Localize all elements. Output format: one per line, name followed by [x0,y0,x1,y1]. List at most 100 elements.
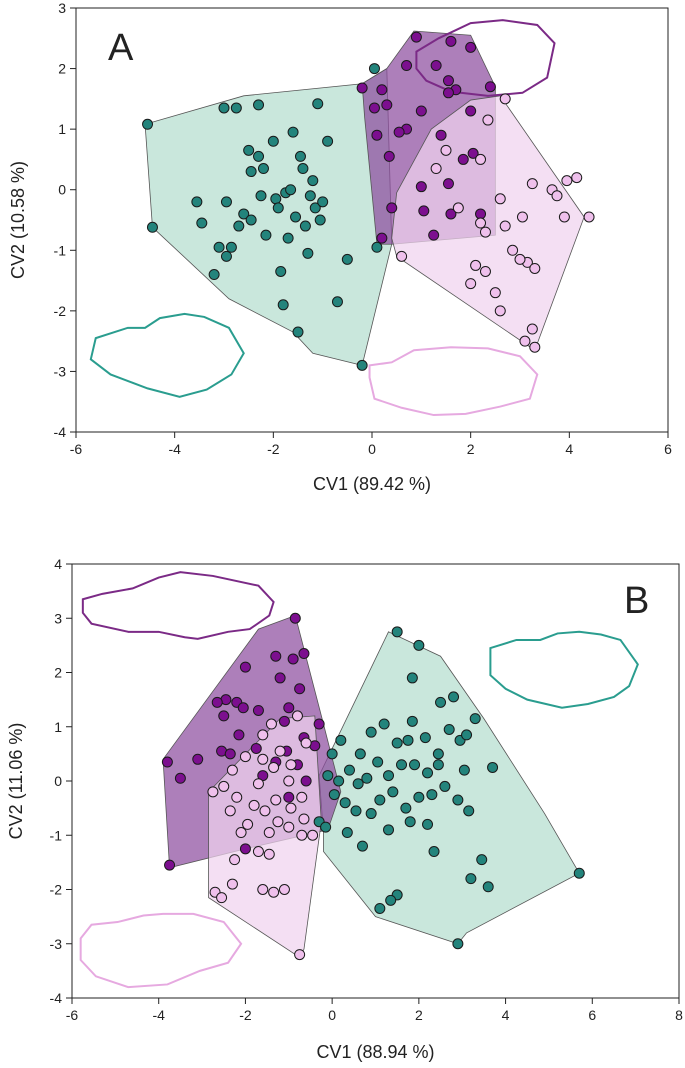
panel-b-y-ticks: -4 -3 -2 -1 0 1 2 3 4 [50,556,72,1006]
panel-b-point-teal [391,737,403,749]
panel-b-point-pink [257,884,269,895]
panel-a-point-teal [191,196,203,208]
panel-b-point-purple [224,748,236,760]
panel-b-point-teal [422,818,434,830]
panel-b-point-pink [257,729,269,741]
panel-a-point-purple [465,41,477,53]
panel-a-point-purple [442,87,454,99]
panel-b-point-purple [294,683,306,695]
panel-b-point-teal [350,805,362,817]
panel-b-point-teal [452,794,464,806]
panel-b-point-teal [443,723,455,735]
panel-b-point-purple [192,753,204,765]
panel-a-point-pink [499,220,511,232]
panel-a-y-tick-label: -1 [54,242,67,258]
panel-a-point-pink [571,172,583,184]
panel-a-hull-teal [144,67,393,366]
panel-b-point-teal [335,734,347,746]
panel-b-point-teal [452,938,464,950]
panel-a-point-teal [270,193,282,205]
panel-b-y-tick-label: 0 [54,773,62,789]
panel-a-point-purple [386,202,398,214]
panel-b-x-tick-label: -2 [239,1007,252,1023]
panel-b-leaf-outlines [79,571,639,989]
panel-a-point-teal [272,202,284,214]
panel-b-point-purple [287,653,299,665]
panel-b-point-purple [270,650,282,662]
panel-a-point-pink [470,259,482,271]
panel-b-point-purple [283,791,295,803]
panel-a-y-tick-label: 2 [58,61,66,77]
panel-b-x-tick-label: 4 [502,1007,510,1023]
panel-b-point-teal [341,827,353,839]
panel-a-point-pink [440,144,452,156]
panel-b-point-teal [326,748,338,760]
panel-a-point-pink [526,178,538,190]
panel-b-point-teal [419,732,431,744]
panel-b-outline-pink [79,912,243,989]
panel-a-point-teal [307,175,319,187]
panel-b-point-purple [164,859,176,871]
panel-a-point-pink [519,335,531,347]
panel-a-point-teal [294,150,306,162]
panel-b-point-pink [300,737,312,749]
panel-b-x-tick-label: -4 [152,1007,165,1023]
panel-a-point-teal [257,163,269,175]
panel-b-point-teal [383,824,395,836]
panel-b-point-teal [343,764,355,776]
panel-a-point-purple [467,147,479,159]
panel-a-point-teal [233,220,245,232]
panel-b-point-pink [242,818,254,830]
panel-a-point-teal [253,150,265,162]
panel-a-point-teal [282,232,294,244]
panel-b-point-pink [283,821,295,833]
panel-a-x-axis-title: CV1 (89.42 %) [313,474,431,494]
panel-a-point-pink [529,262,541,274]
panel-a-point-purple [484,81,496,93]
panel-b-point-pink [296,829,308,841]
panel-a-x-tick-label: 2 [467,441,475,457]
panel-a-point-teal [230,102,242,114]
panel-a-y-tick-label: 0 [58,182,66,198]
panel-a-y-tick-label: 3 [58,0,66,16]
panel-a-point-pink [494,305,506,317]
panel-b-point-pink [263,848,275,860]
panel-a-point-teal [317,196,329,208]
panel-a-point-teal [297,163,309,175]
panel-b-point-teal [426,789,438,801]
panel-a-x-tick-label: 6 [664,441,672,457]
panel-b-point-pink [226,764,238,776]
panel-b-point-purple [239,843,251,855]
panel-b-point-pink [235,827,247,839]
panel-a-point-teal [255,190,267,202]
panel-b-y-tick-label: 4 [54,556,62,572]
panel-a-point-teal [146,221,158,233]
panel-b-point-purple [218,710,230,722]
panel-a-point-purple [410,31,422,43]
panel-b-point-teal [339,797,351,809]
panel-a-point-teal [253,99,265,111]
panel-a-point-pink [526,323,538,335]
panel-a-point-teal [267,135,279,147]
panel-a-point-pink [430,163,442,175]
panel-a-point-teal [277,299,289,311]
panel-a-point-purple [445,208,457,220]
panel-b-point-pink [270,794,282,806]
panel-b-point-pink [296,791,308,803]
panel-b-hulls [162,615,580,958]
panel-a-point-teal [371,241,383,253]
panel-b-point-teal [402,734,414,746]
panel-a-outline-teal [89,312,245,398]
panel-b-point-pink [207,786,219,798]
panel-b-point-purple [233,729,245,741]
panel-a-point-purple [376,84,388,96]
panel-a-point-pink [516,211,528,223]
panel-a-point-pink [489,287,501,299]
panel-a-point-pink [558,211,570,223]
panel-b-point-pink [268,886,280,898]
panel-b-x-tick-label: -6 [66,1007,79,1023]
panel-b-outline-purple [81,571,275,640]
panel-b-point-teal [387,786,399,798]
panel-b-point-teal [458,764,470,776]
panel-a-point-pink [452,202,464,214]
